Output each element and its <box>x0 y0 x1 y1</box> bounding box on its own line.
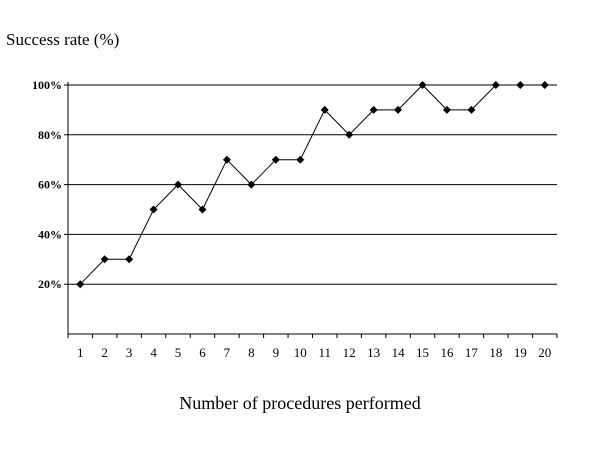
data-point <box>540 81 549 89</box>
x-axis-label: Number of procedures performed <box>179 393 421 413</box>
x-tick-label: 3 <box>126 345 133 360</box>
x-tick-label: 1 <box>77 345 84 360</box>
data-point <box>198 205 207 214</box>
x-tick-label: 5 <box>175 345 182 360</box>
y-tick-label: 80% <box>38 128 62 142</box>
data-point <box>516 81 525 89</box>
x-tick-label: 6 <box>199 345 206 360</box>
series-line <box>79 84 545 285</box>
y-tick-label: 20% <box>38 277 62 291</box>
data-point <box>76 280 85 289</box>
data-point <box>100 255 109 264</box>
data-point <box>296 155 305 164</box>
data-point <box>247 180 256 189</box>
data-point <box>345 130 354 139</box>
x-tick-label: 2 <box>101 345 108 360</box>
x-tick-label: 8 <box>248 345 255 360</box>
x-tick-label: 10 <box>294 345 307 360</box>
data-point <box>369 105 378 114</box>
x-tick-label: 14 <box>392 345 406 360</box>
y-tick-label: 40% <box>38 227 62 241</box>
y-tick-label: 60% <box>38 178 62 192</box>
y-axis-label: Success rate (%) <box>6 30 120 49</box>
data-point <box>442 105 451 114</box>
x-tick-label: 4 <box>150 345 157 360</box>
x-tick-label: 17 <box>465 345 479 360</box>
x-tick-label: 7 <box>224 345 231 360</box>
x-tick-label: 12 <box>343 345 356 360</box>
data-point <box>174 180 183 189</box>
data-point <box>125 255 134 264</box>
x-tick-label: 16 <box>440 345 454 360</box>
y-tick-label: 100% <box>32 78 62 92</box>
x-tick-label: 11 <box>318 345 331 360</box>
data-point <box>491 81 500 89</box>
x-tick-label: 9 <box>273 345 280 360</box>
data-point <box>271 155 280 164</box>
data-point <box>467 105 476 114</box>
x-tick-label: 19 <box>514 345 527 360</box>
x-tick-label: 13 <box>367 345 380 360</box>
x-tick-label: 15 <box>416 345 429 360</box>
data-point <box>149 205 158 214</box>
x-tick-label: 18 <box>489 345 502 360</box>
data-point <box>320 105 329 114</box>
data-point <box>418 81 427 89</box>
x-tick-label: 20 <box>538 345 551 360</box>
data-point <box>394 105 403 114</box>
data-point <box>222 155 231 164</box>
